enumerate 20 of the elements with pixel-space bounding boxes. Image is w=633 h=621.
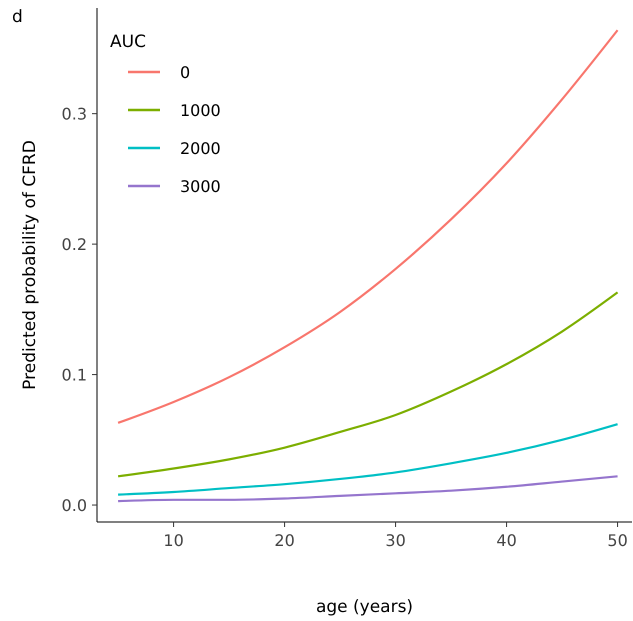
legend-title: AUC <box>110 32 146 52</box>
line-series <box>116 475 619 502</box>
y-tick-label: 0.1 <box>62 366 87 385</box>
x-tick-label: 50 <box>607 531 628 550</box>
text: d <box>12 7 23 27</box>
x-tick-label: 30 <box>385 531 406 550</box>
legend-label: 0 <box>180 63 190 82</box>
legend-label: 3000 <box>180 177 221 196</box>
y-tick-label: 0.0 <box>62 496 87 516</box>
x-tick-label: 20 <box>274 531 295 550</box>
y-axis-title: Predicted probability of CFRD <box>20 140 40 390</box>
legend-label: 1000 <box>180 101 221 120</box>
x-tick-label: 10 <box>163 531 184 550</box>
y-tick-label: 0.3 <box>62 104 87 124</box>
y-tick-label: 0.2 <box>62 235 87 254</box>
legend-label: 2000 <box>180 139 221 158</box>
x-axis-title: age (years) <box>316 597 414 617</box>
x-tick-label: 40 <box>496 531 517 550</box>
line-series <box>116 291 619 478</box>
line-series <box>116 423 619 496</box>
